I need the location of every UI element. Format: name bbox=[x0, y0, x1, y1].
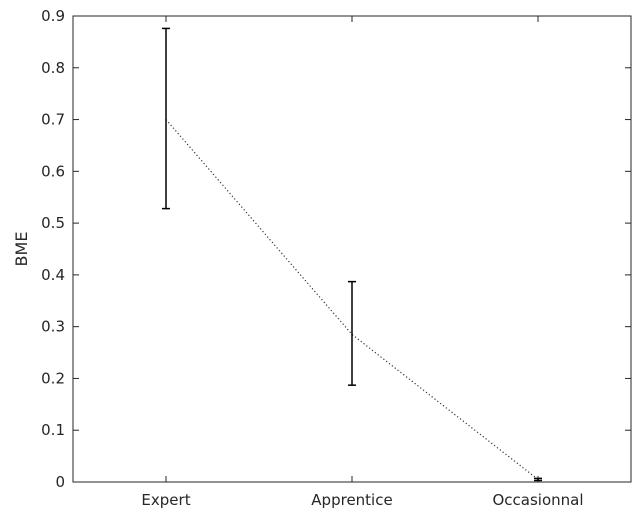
x-tick-label: Expert bbox=[141, 491, 190, 509]
y-axis-title: BME bbox=[12, 232, 31, 267]
y-tick-label: 0.3 bbox=[41, 318, 65, 336]
y-tick-label: 0.8 bbox=[41, 59, 65, 77]
y-axis-ticks: 0 0.1 0.2 0.3 0.4 0.5 0.6 0.7 0.8 0.9 bbox=[41, 7, 631, 491]
x-tick-label: Apprentice bbox=[311, 491, 392, 509]
y-tick-label: 0.1 bbox=[41, 421, 65, 439]
x-tick-label: Occasionnal bbox=[492, 491, 583, 509]
y-tick-label: 0.9 bbox=[41, 7, 65, 25]
plot-box bbox=[72, 15, 632, 483]
series-line bbox=[165, 119, 539, 480]
y-tick-label: 0 bbox=[55, 473, 65, 491]
y-tick-label: 0.4 bbox=[41, 266, 65, 284]
y-tick-label: 0.6 bbox=[41, 162, 65, 180]
y-tick-label: 0.2 bbox=[41, 369, 65, 387]
series-layer bbox=[162, 27, 542, 482]
y-tick-label: 0.7 bbox=[41, 111, 65, 129]
y-tick-label: 0.5 bbox=[41, 214, 65, 232]
x-axis-ticks: Expert Apprentice Occasionnal bbox=[141, 16, 584, 509]
